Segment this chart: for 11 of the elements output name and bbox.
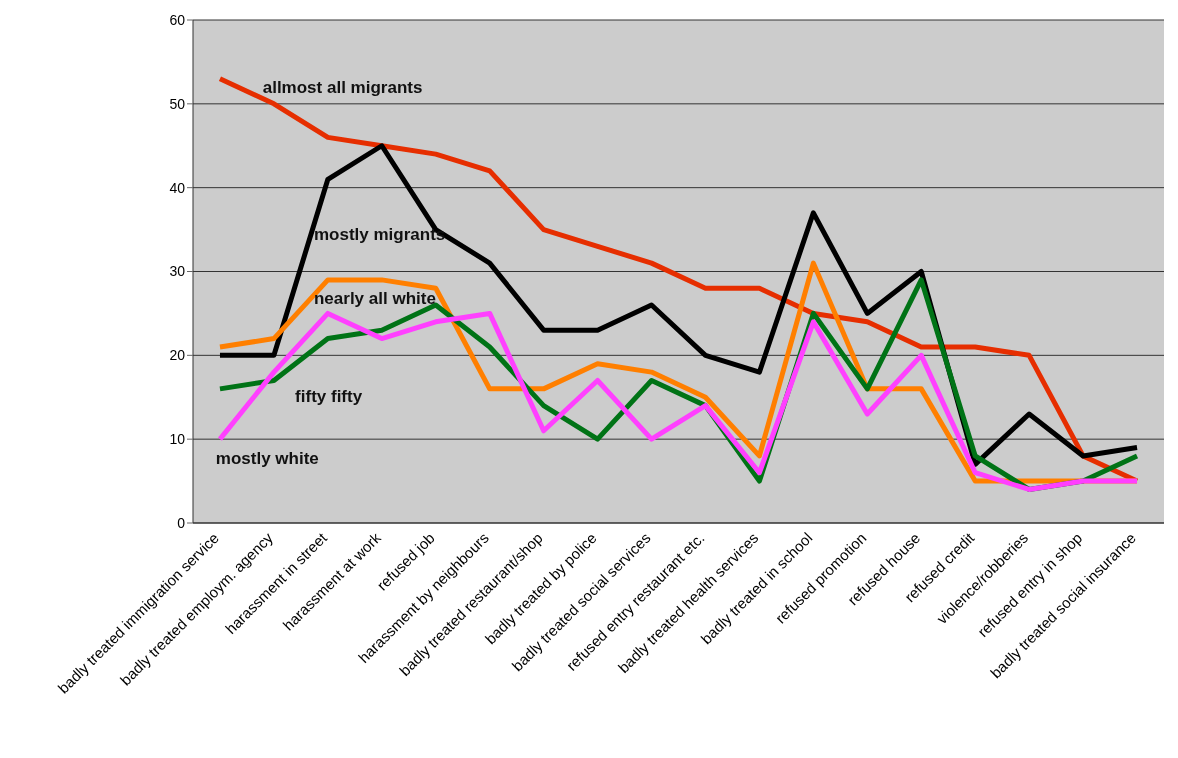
y-tick-label: 0: [177, 514, 186, 531]
y-tick-label: 60: [169, 11, 186, 28]
series-label: fifty fifty: [295, 386, 363, 406]
y-tick-label: 30: [169, 263, 186, 280]
y-tick-label: 40: [169, 179, 186, 196]
y-tick-label: 50: [169, 95, 186, 112]
y-tick-label: 20: [169, 347, 186, 364]
y-tick-label: 10: [169, 431, 186, 448]
series-label: mostly white: [215, 448, 319, 468]
series-label: allmost all migrants: [262, 78, 423, 98]
series-label: nearly all white: [313, 289, 436, 309]
